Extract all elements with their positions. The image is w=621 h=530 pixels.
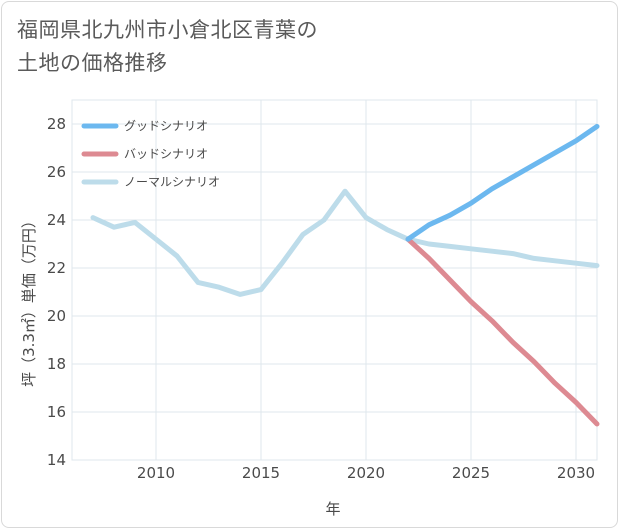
series-lines (90, 123, 600, 427)
series-line-2 (405, 236, 600, 427)
series-line-3 (90, 188, 600, 297)
series-line-1 (405, 123, 600, 242)
chart-title-line1: 福岡県北九州市小倉北区青葉の (17, 18, 318, 42)
y-tick-label: 22 (47, 259, 66, 277)
y-tick-label: 18 (47, 355, 66, 373)
y-tick-label: 14 (47, 451, 66, 469)
legend-label: グッドシナリオ (124, 119, 208, 133)
y-tick-label: 28 (47, 115, 66, 133)
x-tick-labels: 2010 2015 2020 2025 2030 (137, 464, 595, 482)
x-tick-label: 2025 (452, 464, 490, 482)
y-tick-label: 26 (47, 163, 66, 181)
y-tick-label: 20 (47, 307, 66, 325)
x-tick-label: 2010 (137, 464, 175, 482)
x-tick-label: 2030 (557, 464, 595, 482)
y-axis-label: 坪（3.3㎡）単価（万円） (20, 213, 38, 387)
y-tick-labels: 14 16 18 20 22 24 26 28 (47, 115, 66, 469)
chart-title-line2: 土地の価格推移 (17, 51, 168, 75)
x-tick-label: 2015 (242, 464, 280, 482)
y-tick-label: 16 (47, 403, 66, 421)
x-axis-label: 年 (325, 500, 340, 518)
y-tick-label: 24 (47, 211, 66, 229)
chart-title: 福岡県北九州市小倉北区青葉の 土地の価格推移 (17, 14, 457, 80)
legend-label: ノーマルシナリオ (124, 175, 220, 189)
legend-label: バッドシナリオ (124, 147, 208, 161)
x-tick-label: 2020 (347, 464, 385, 482)
